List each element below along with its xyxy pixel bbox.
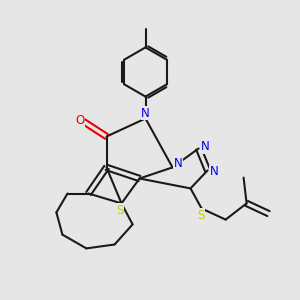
Text: S: S <box>197 208 205 222</box>
Text: N: N <box>141 106 150 120</box>
Text: N: N <box>210 165 219 178</box>
Text: O: O <box>75 114 84 128</box>
Text: S: S <box>116 203 124 217</box>
Text: N: N <box>173 157 182 170</box>
Text: N: N <box>201 140 210 154</box>
